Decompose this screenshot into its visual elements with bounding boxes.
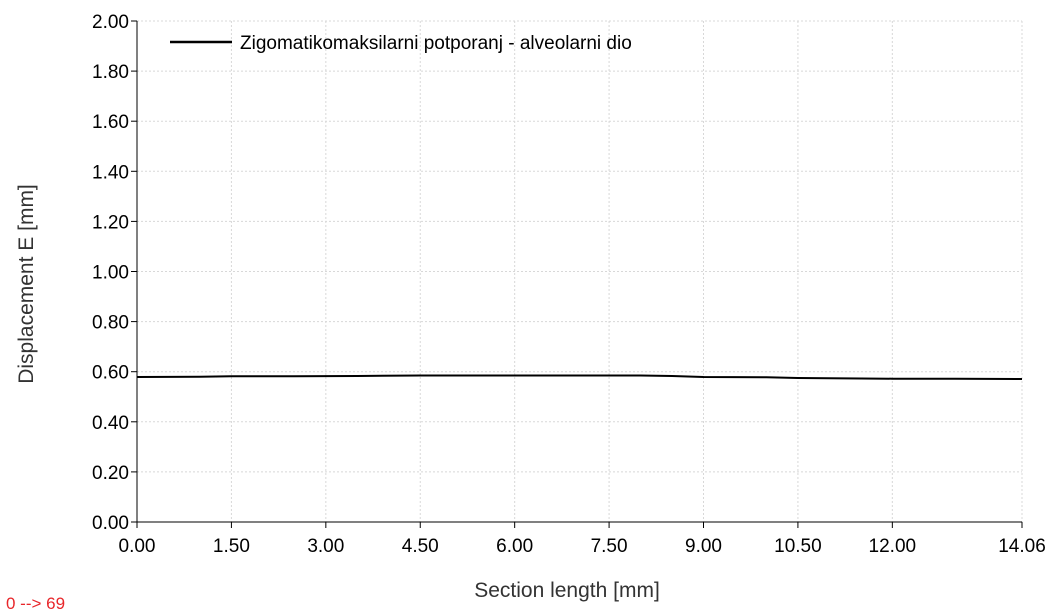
x-tick-label: 14.06: [998, 536, 1046, 557]
series-line: [136, 374, 1023, 380]
legend: Zigomatikomaksilarni potporanj - alveola…: [170, 33, 632, 54]
axes: [131, 20, 1023, 528]
y-tick-label: 0.80: [92, 313, 129, 334]
x-tick-label: 12.00: [869, 536, 917, 557]
y-tick-label: 0.40: [92, 413, 129, 434]
x-tick-label: 10.50: [774, 536, 822, 557]
x-tick-label: 1.50: [213, 536, 250, 557]
x-tick-label: 9.00: [685, 536, 722, 557]
y-tick-label: 1.80: [92, 62, 129, 83]
series-lines: [136, 374, 1023, 380]
x-tick-label: 4.50: [402, 536, 439, 557]
y-tick-label: 0.00: [92, 513, 129, 534]
x-axis-title: Section length [mm]: [474, 579, 660, 602]
y-axis-title: Displacement E [mm]: [15, 184, 38, 384]
tick-labels: 0.00 0.20 0.40 0.60 0.80 1.00 1.20 1.40 1.60 1.80…: [92, 12, 1046, 557]
y-tick-label: 0.60: [92, 363, 129, 384]
grid: [137, 20, 1023, 522]
x-tick-label: 3.00: [307, 536, 344, 557]
y-tick-label: 0.20: [92, 463, 129, 484]
range-note: 0 --> 69: [6, 594, 66, 613]
x-tick-label: 6.00: [496, 536, 533, 557]
x-tick-label: 0.00: [119, 536, 156, 557]
y-tick-label: 1.00: [92, 263, 129, 284]
legend-label: Zigomatikomaksilarni potporanj - alveola…: [240, 33, 632, 54]
x-tick-label: 7.50: [591, 536, 628, 557]
y-tick-label: 1.40: [92, 162, 129, 183]
y-tick-label: 1.60: [92, 112, 129, 133]
y-tick-label: 2.00: [92, 12, 129, 33]
y-tick-label: 1.20: [92, 212, 129, 233]
